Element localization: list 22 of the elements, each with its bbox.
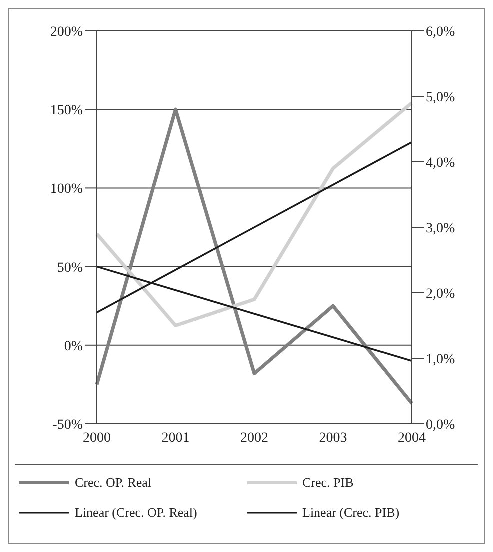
y2-tick-label: 0,0% (426, 418, 456, 433)
y-tick-label: 100% (50, 182, 84, 198)
y2-tick-label: 5,0% (426, 90, 456, 106)
legend-label: Linear (Crec. PIB) (302, 505, 400, 521)
legend-label: Crec. PIB (302, 475, 354, 491)
x-tick-label: 2003 (319, 430, 348, 446)
y-tick-label: 200% (50, 24, 84, 40)
y-tick-label: -50% (52, 418, 84, 433)
y2-tick-label: 6,0% (426, 24, 456, 40)
legend-label: Linear (Crec. OP. Real) (75, 505, 198, 521)
legend-label: Crec. OP. Real (75, 475, 152, 491)
y-tick-label: 0% (64, 339, 84, 354)
x-tick-label: 2000 (83, 430, 111, 446)
x-tick-label: 2004 (398, 430, 426, 446)
y-tick-label: 50% (57, 260, 84, 276)
x-tick-label: 2002 (240, 430, 268, 446)
y2-tick-label: 3,0% (426, 221, 456, 236)
x-tick-label: 2001 (162, 430, 190, 446)
y2-tick-label: 1,0% (426, 352, 456, 368)
y2-tick-label: 4,0% (426, 156, 456, 171)
y2-tick-label: 2,0% (426, 286, 456, 302)
y-tick-label: 150% (50, 104, 84, 119)
